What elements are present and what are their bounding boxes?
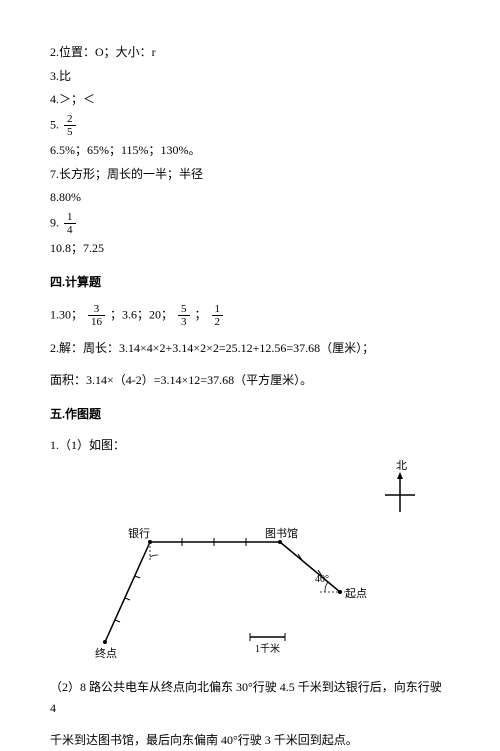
answer-3: 3.比 <box>50 66 450 88</box>
q1-frac2: 5 3 <box>178 303 190 328</box>
q1-frac1: 3 16 <box>88 303 105 328</box>
answer-7: 7.长方形；周长的一半；半径 <box>50 164 450 186</box>
library-label: 图书馆 <box>265 525 298 545</box>
angle-label: 40° <box>315 571 329 589</box>
frac-den: 3 <box>178 316 190 328</box>
answer-2: 2.位置：O；大小：r <box>50 42 450 64</box>
section-4-q2-line2: 面积：3.14×（4-2）=3.14×12=37.68（平方厘米）。 <box>50 370 450 392</box>
frac-num: 2 <box>64 113 76 126</box>
answer-4: 4.＞；＜ <box>50 89 450 111</box>
q1-frac3: 1 2 <box>212 303 224 328</box>
end-label: 终点 <box>95 645 117 665</box>
frac-den: 4 <box>64 224 76 236</box>
frac-num: 3 <box>88 303 105 316</box>
answer-5: 5. 2 5 <box>50 113 450 138</box>
section-5-q1-intro: 1.（1）如图： <box>50 435 450 457</box>
frac-den: 5 <box>64 126 76 138</box>
compass-icon: 北 <box>380 467 420 517</box>
section-5-q2-line1: （2）8 路公共电车从终点向北偏东 30°行驶 4.5 千米到达银行后，向东行驶… <box>50 677 450 720</box>
answer-9-prefix: 9. <box>50 215 59 229</box>
q1-mid1: ；3.6；20； <box>110 307 173 321</box>
frac-num: 5 <box>178 303 190 316</box>
section-5-title: 五.作图题 <box>50 404 450 426</box>
north-label: 北 <box>396 457 407 477</box>
answer-6: 6.5%；65%；115%；130%。 <box>50 140 450 162</box>
answer-5-prefix: 5. <box>50 117 59 131</box>
scale-label: 1千米 <box>255 641 280 659</box>
frac-num: 1 <box>64 211 76 224</box>
answer-9: 9. 1 4 <box>50 211 450 236</box>
section-4-title: 四.计算题 <box>50 272 450 294</box>
route-diagram: 北 银行 图书馆 起点 终点 40° 1千米 <box>50 467 430 667</box>
start-label: 起点 <box>345 585 367 605</box>
answer-8: 8.80% <box>50 187 450 209</box>
answer-10: 10.8；7.25 <box>50 238 450 260</box>
answer-5-fraction: 2 5 <box>64 113 76 138</box>
section-5-q2-line2: 千米到达图书馆，最后向东偏南 40°行驶 3 千米回到起点。 <box>50 730 450 751</box>
section-4-q2-line1: 2.解：周长：3.14×4×2+3.14×2×2=25.12+12.56=37.… <box>50 338 450 360</box>
section-4-q1: 1.30； 3 16 ；3.6；20； 5 3 ； 1 2 <box>50 303 450 328</box>
frac-den: 16 <box>88 316 105 328</box>
q1-mid2: ； <box>195 307 207 321</box>
frac-num: 1 <box>212 303 224 316</box>
answer-9-fraction: 1 4 <box>64 211 76 236</box>
diagram-svg <box>50 467 430 667</box>
bank-label: 银行 <box>128 525 150 545</box>
q1-prefix: 1.30； <box>50 307 83 321</box>
frac-den: 2 <box>212 316 224 328</box>
